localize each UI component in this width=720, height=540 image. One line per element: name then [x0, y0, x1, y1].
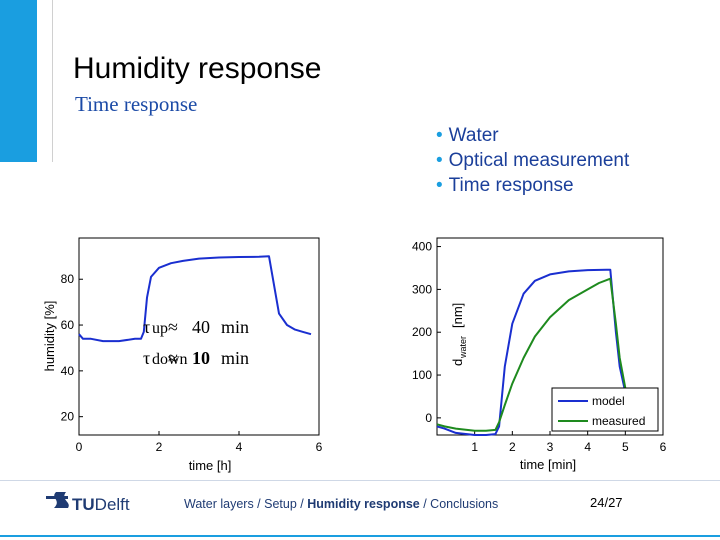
- tau-fall-annotation: τ down ≈ 10 min: [143, 348, 249, 368]
- thickness-chart-xtick-label: 2: [509, 440, 516, 454]
- logo-tu-text: TU: [72, 495, 95, 514]
- bullet-dot-icon: •: [436, 125, 443, 146]
- humidity-chart-ylabel: humidity [%]: [42, 301, 57, 372]
- arrow-up-icon: up: [152, 320, 168, 337]
- tau-rise-annotation: τ up ≈ 40 min: [143, 317, 249, 337]
- accent-divider: [52, 0, 53, 162]
- ylabel-main: d: [450, 359, 465, 366]
- breadcrumb-separator: /: [253, 497, 265, 511]
- bullet-item: • Time response: [436, 173, 629, 198]
- thickness-chart-ytick-label: 100: [412, 368, 432, 382]
- bullet-item: • Water: [436, 123, 629, 148]
- page-number: 24/27: [590, 495, 623, 510]
- bullet-text: Time response: [448, 175, 574, 196]
- humidity-chart-ytick-label: 40: [61, 364, 75, 378]
- approx-sign: ≈: [168, 348, 178, 368]
- humidity-chart-xtick-label: 2: [156, 440, 163, 454]
- bullet-item: • Optical measurement: [436, 148, 629, 173]
- thickness-chart-ytick-label: 200: [412, 325, 432, 339]
- tau-rise-value: 40: [192, 317, 210, 337]
- breadcrumb: Water layers / Setup / Humidity response…: [184, 497, 498, 511]
- humidity-chart-ytick-label: 20: [61, 410, 75, 424]
- legend-box: [551, 387, 659, 432]
- breadcrumb-item[interactable]: Setup: [264, 497, 297, 511]
- tau-fall-value: 10: [192, 348, 210, 368]
- breadcrumb-item-active[interactable]: Humidity response: [307, 497, 420, 511]
- footer-accent-line: [0, 535, 720, 537]
- approx-sign: ≈: [168, 317, 178, 337]
- thickness-chart-ytick-label: 400: [412, 240, 432, 254]
- bullet-text: Optical measurement: [448, 150, 630, 171]
- humidity-chart-frame: [78, 237, 320, 436]
- humidity-chart-xlabel: time [h]: [189, 458, 232, 473]
- humidity-chart-xtick-label: 6: [316, 440, 323, 454]
- breadcrumb-item[interactable]: Conclusions: [430, 497, 499, 511]
- thickness-chart-xtick-label: 4: [584, 440, 591, 454]
- legend-model-label: model: [592, 394, 625, 408]
- humidity-chart-ticks: 0 2 4 6 20 40 60 80: [61, 272, 323, 454]
- thickness-chart-series-line-1: [436, 277, 627, 432]
- humidity-chart-ytick-label: 80: [61, 272, 75, 286]
- legend-measured-label: measured: [592, 414, 645, 428]
- arrow-down-icon: down: [152, 351, 188, 368]
- breadcrumb-separator: /: [296, 497, 308, 511]
- ylabel-unit: [nm]: [450, 303, 465, 328]
- slide-subtitle: Time response: [75, 92, 198, 116]
- humidity-chart-xtick-label: 4: [236, 440, 243, 454]
- footer-separator: [0, 480, 720, 481]
- bullet-list: • Water • Optical measurement • Time respon…: [436, 123, 629, 198]
- thickness-chart-xtick-label: 1: [471, 440, 478, 454]
- breadcrumb-item[interactable]: Water layers: [184, 497, 254, 511]
- humidity-chart-xtick-label: 0: [76, 440, 83, 454]
- thickness-chart-ylabel: d water [nm]: [450, 303, 468, 366]
- thickness-chart-xlabel: time [min]: [520, 457, 576, 472]
- bullet-text: Water: [448, 125, 499, 146]
- accent-bar: [0, 0, 37, 162]
- slide-title: Humidity response: [73, 52, 322, 85]
- thickness-chart-legend: model measured: [551, 387, 659, 432]
- bullet-dot-icon: •: [436, 150, 443, 171]
- thickness-chart-xtick-label: 3: [547, 440, 554, 454]
- tau-symbol: τ: [143, 317, 150, 337]
- humidity-chart-lines: [78, 255, 312, 343]
- ylabel-sub: water: [458, 336, 468, 359]
- tudelft-logo: TUDelft: [72, 495, 130, 515]
- logo-name-text: Delft: [94, 495, 130, 514]
- thickness-chart-ytick-label: 300: [412, 282, 432, 296]
- thickness-chart-series-line-0: [436, 268, 627, 436]
- thickness-chart-xtick-label: 6: [660, 440, 667, 454]
- thickness-chart-ytick-label: 0: [425, 411, 432, 425]
- thickness-chart-lines: [436, 268, 627, 436]
- breadcrumb-separator: /: [419, 497, 431, 511]
- tau-rise-unit: min: [221, 317, 249, 337]
- humidity-chart-ytick-label: 60: [61, 318, 75, 332]
- tudelft-flame-icon: [46, 492, 69, 508]
- thickness-chart-ticks: 1 2 3 4 5 6 0 100 200 300 400: [412, 240, 667, 454]
- tau-symbol: τ: [143, 348, 150, 368]
- bullet-dot-icon: •: [436, 175, 443, 196]
- humidity-chart-series-line-0: [78, 255, 312, 343]
- tau-fall-unit: min: [221, 348, 249, 368]
- thickness-chart-xtick-label: 5: [622, 440, 629, 454]
